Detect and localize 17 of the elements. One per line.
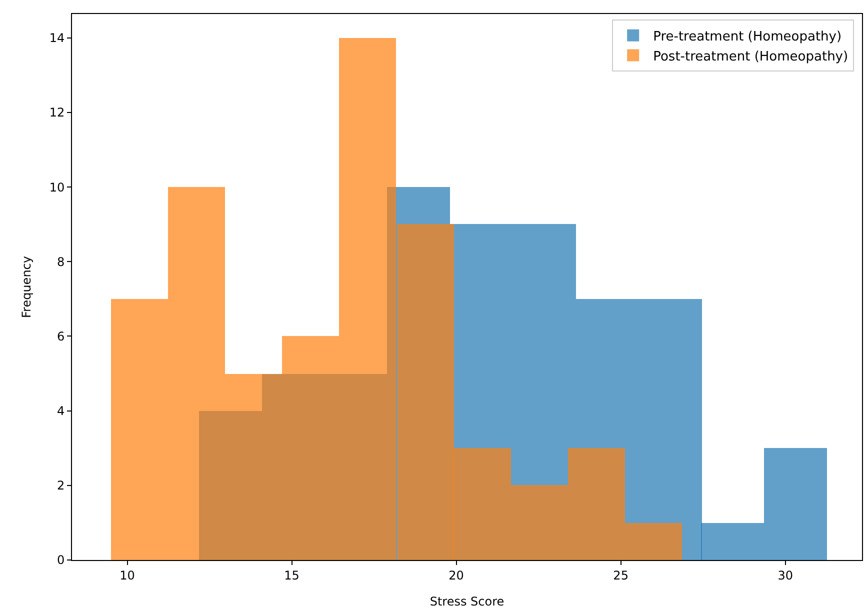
- legend-label: Pre-treatment (Homeopathy): [653, 29, 842, 44]
- y-tick-label: 4: [56, 404, 65, 418]
- x-tick-label: 10: [120, 568, 135, 582]
- x-tick-label: 30: [778, 568, 793, 582]
- y-tick-label: 8: [56, 254, 65, 269]
- y-tick-label: 2: [56, 478, 65, 493]
- y-tick-label: 0: [56, 553, 65, 568]
- x-tick-label: 15: [284, 568, 300, 582]
- y-axis-title: Frequency: [20, 256, 34, 318]
- y-tick-label: 10: [49, 180, 65, 194]
- legend-label: Post-treatment (Homeopathy): [653, 49, 848, 64]
- y-tick-label: 12: [49, 106, 65, 120]
- x-axis-title: Stress Score: [430, 594, 504, 608]
- x-tick-label: 20: [448, 568, 464, 582]
- y-tick-label: 14: [49, 31, 65, 46]
- x-tick-label: 25: [613, 568, 628, 582]
- y-tick-label: 6: [56, 329, 65, 344]
